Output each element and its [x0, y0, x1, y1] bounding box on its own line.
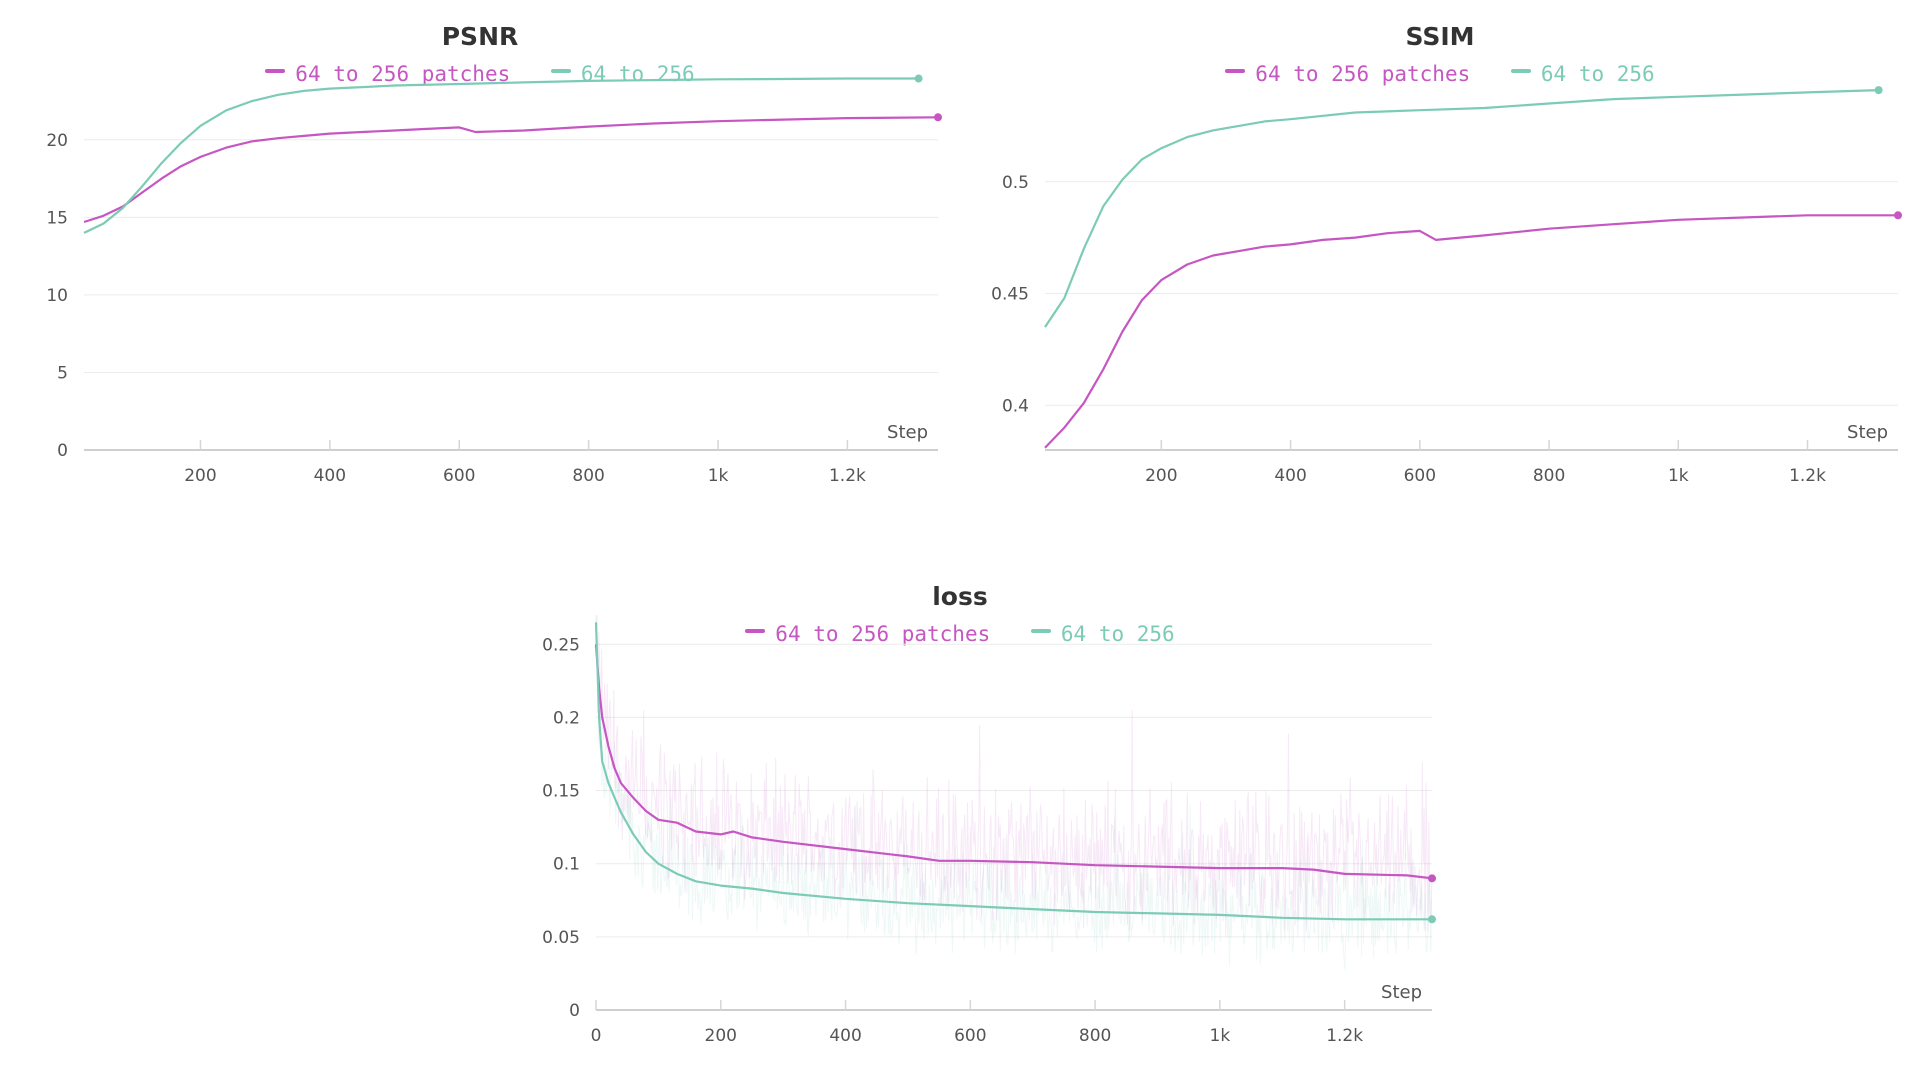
y-tick-label: 0 [569, 1001, 580, 1021]
x-tick-label: 800 [1533, 466, 1565, 486]
y-tick-label: 0.45 [991, 285, 1029, 305]
series-end-point[interactable] [1874, 86, 1883, 95]
series-line-baseline[interactable] [83, 77, 919, 234]
x-tick-label: 400 [829, 1026, 861, 1046]
y-tick-label: 0.4 [1002, 396, 1029, 416]
legend-item-baseline[interactable]: 64 to 256 [1510, 62, 1655, 86]
x-tick-label: 1.2k [1326, 1026, 1363, 1046]
chart-title: SSIM [1405, 22, 1475, 51]
psnr-plot[interactable]: 0 5 10 15 20 200 400 600 800 1k 1.2k Step [0, 0, 960, 520]
x-tick-label: 800 [1079, 1026, 1111, 1046]
legend-label: 64 to 256 [1540, 62, 1655, 86]
x-tick-label: 600 [1404, 466, 1436, 486]
ssim-plot[interactable]: 0.4 0.45 0.5 200 400 600 800 1k 1.2k Step [960, 0, 1920, 520]
y-tick-label: 0.1 [553, 855, 580, 875]
legend-swatch [1225, 69, 1246, 73]
loss-plot[interactable]: 0 0.05 0.1 0.15 0.2 0.25 0 200 400 600 800 1k 1.2k St… [480, 560, 1440, 1080]
chart-title: PSNR [441, 22, 519, 51]
legend-label: 64 to 256 [580, 62, 695, 86]
y-tick-label: 0.5 [1002, 173, 1029, 193]
chart-legend: 64 to 256 patches 64 to 256 [480, 622, 1440, 646]
x-tick-label: 200 [705, 1026, 737, 1046]
y-tick-label: 10 [46, 286, 68, 306]
x-tick-label: 1k [1668, 466, 1689, 486]
legend-swatch [745, 629, 766, 633]
x-tick-label: 400 [314, 466, 346, 486]
y-tick-label: 15 [46, 208, 68, 228]
y-tick-label: 0.15 [542, 782, 580, 802]
series-line-patches[interactable] [594, 644, 1433, 880]
legend-label: 64 to 256 [1060, 622, 1175, 646]
legend-swatch [265, 69, 286, 73]
legend-swatch [550, 69, 571, 73]
legend-item-patches[interactable]: 64 to 256 patches [265, 62, 510, 86]
legend-item-patches[interactable]: 64 to 256 patches [1225, 62, 1470, 86]
psnr-chart-panel: PSNR 64 to 256 patches 64 to 256 0 5 10 15 2… [0, 0, 960, 520]
x-tick-label: 1.2k [829, 466, 866, 486]
x-tick-label: 800 [572, 466, 604, 486]
x-axis-label: Step [1847, 422, 1888, 443]
y-tick-label: 0.05 [542, 928, 580, 948]
series-line-baseline[interactable] [1044, 89, 1879, 328]
y-tick-label: 20 [46, 131, 68, 151]
legend-label: 64 to 256 patches [295, 62, 511, 86]
series-end-point[interactable] [934, 113, 942, 122]
chart-legend: 64 to 256 patches 64 to 256 [0, 62, 960, 86]
legend-label: 64 to 256 patches [775, 622, 991, 646]
legend-swatch [1030, 629, 1051, 633]
legend-label: 64 to 256 patches [1255, 62, 1471, 86]
series-line-baseline[interactable] [594, 622, 1432, 921]
series-raw-noise [595, 614, 1433, 937]
x-axis-label: Step [887, 422, 928, 443]
chart-title: loss [932, 582, 988, 611]
y-tick-label: 0.2 [553, 708, 580, 728]
chart-legend: 64 to 256 patches 64 to 256 [960, 62, 1920, 86]
x-tick-label: 400 [1274, 466, 1306, 486]
series-raw-noise [595, 614, 1433, 970]
legend-swatch [1510, 69, 1531, 73]
ssim-chart-panel: SSIM 64 to 256 patches 64 to 256 0.4 0.45… [960, 0, 1920, 520]
x-tick-label: 1.2k [1789, 466, 1826, 486]
series-line-patches[interactable] [1044, 214, 1898, 449]
legend-item-patches[interactable]: 64 to 256 patches [745, 622, 990, 646]
loss-chart-panel: loss 64 to 256 patches 64 to 256 0 0.05 0.… [480, 560, 1440, 1080]
x-tick-label: 200 [184, 466, 216, 486]
series-end-point[interactable] [1428, 915, 1436, 924]
x-tick-label: 600 [954, 1026, 986, 1046]
series-end-point[interactable] [1894, 211, 1902, 220]
x-tick-label: 1k [1210, 1026, 1231, 1046]
series-line-patches[interactable] [83, 116, 939, 224]
x-tick-label: 600 [443, 466, 475, 486]
x-axis-label: Step [1381, 982, 1422, 1003]
x-tick-label: 1k [708, 466, 729, 486]
x-tick-label: 0 [591, 1026, 602, 1046]
series-end-point[interactable] [1428, 874, 1436, 883]
y-tick-label: 0 [57, 441, 68, 461]
legend-item-baseline[interactable]: 64 to 256 [1030, 622, 1175, 646]
x-tick-label: 200 [1145, 466, 1177, 486]
y-tick-label: 0.25 [542, 635, 580, 655]
y-tick-label: 5 [57, 363, 68, 383]
series-end-point[interactable] [914, 74, 923, 83]
legend-item-baseline[interactable]: 64 to 256 [550, 62, 695, 86]
